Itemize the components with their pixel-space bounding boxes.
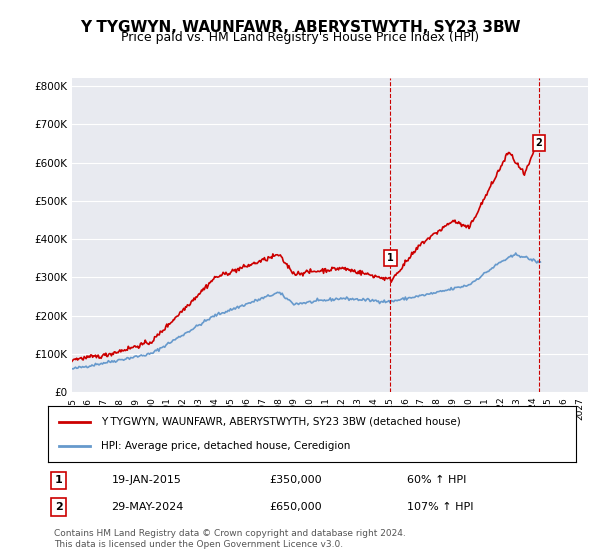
Text: Contains HM Land Registry data © Crown copyright and database right 2024.
This d: Contains HM Land Registry data © Crown c… — [54, 529, 406, 549]
Text: 107% ↑ HPI: 107% ↑ HPI — [407, 502, 473, 512]
Text: 19-JAN-2015: 19-JAN-2015 — [112, 475, 181, 486]
Text: £650,000: £650,000 — [270, 502, 322, 512]
Text: 1: 1 — [55, 475, 62, 486]
Text: 60% ↑ HPI: 60% ↑ HPI — [407, 475, 466, 486]
Text: 2: 2 — [55, 502, 62, 512]
Text: £350,000: £350,000 — [270, 475, 322, 486]
Text: 1: 1 — [387, 253, 394, 263]
Text: 29-MAY-2024: 29-MAY-2024 — [112, 502, 184, 512]
Text: HPI: Average price, detached house, Ceredigion: HPI: Average price, detached house, Cere… — [101, 441, 350, 451]
Text: Price paid vs. HM Land Registry's House Price Index (HPI): Price paid vs. HM Land Registry's House … — [121, 31, 479, 44]
Text: Y TYGWYN, WAUNFAWR, ABERYSTWYTH, SY23 3BW (detached house): Y TYGWYN, WAUNFAWR, ABERYSTWYTH, SY23 3B… — [101, 417, 461, 427]
Text: Y TYGWYN, WAUNFAWR, ABERYSTWYTH, SY23 3BW: Y TYGWYN, WAUNFAWR, ABERYSTWYTH, SY23 3B… — [80, 20, 520, 35]
Text: 2: 2 — [536, 138, 542, 148]
